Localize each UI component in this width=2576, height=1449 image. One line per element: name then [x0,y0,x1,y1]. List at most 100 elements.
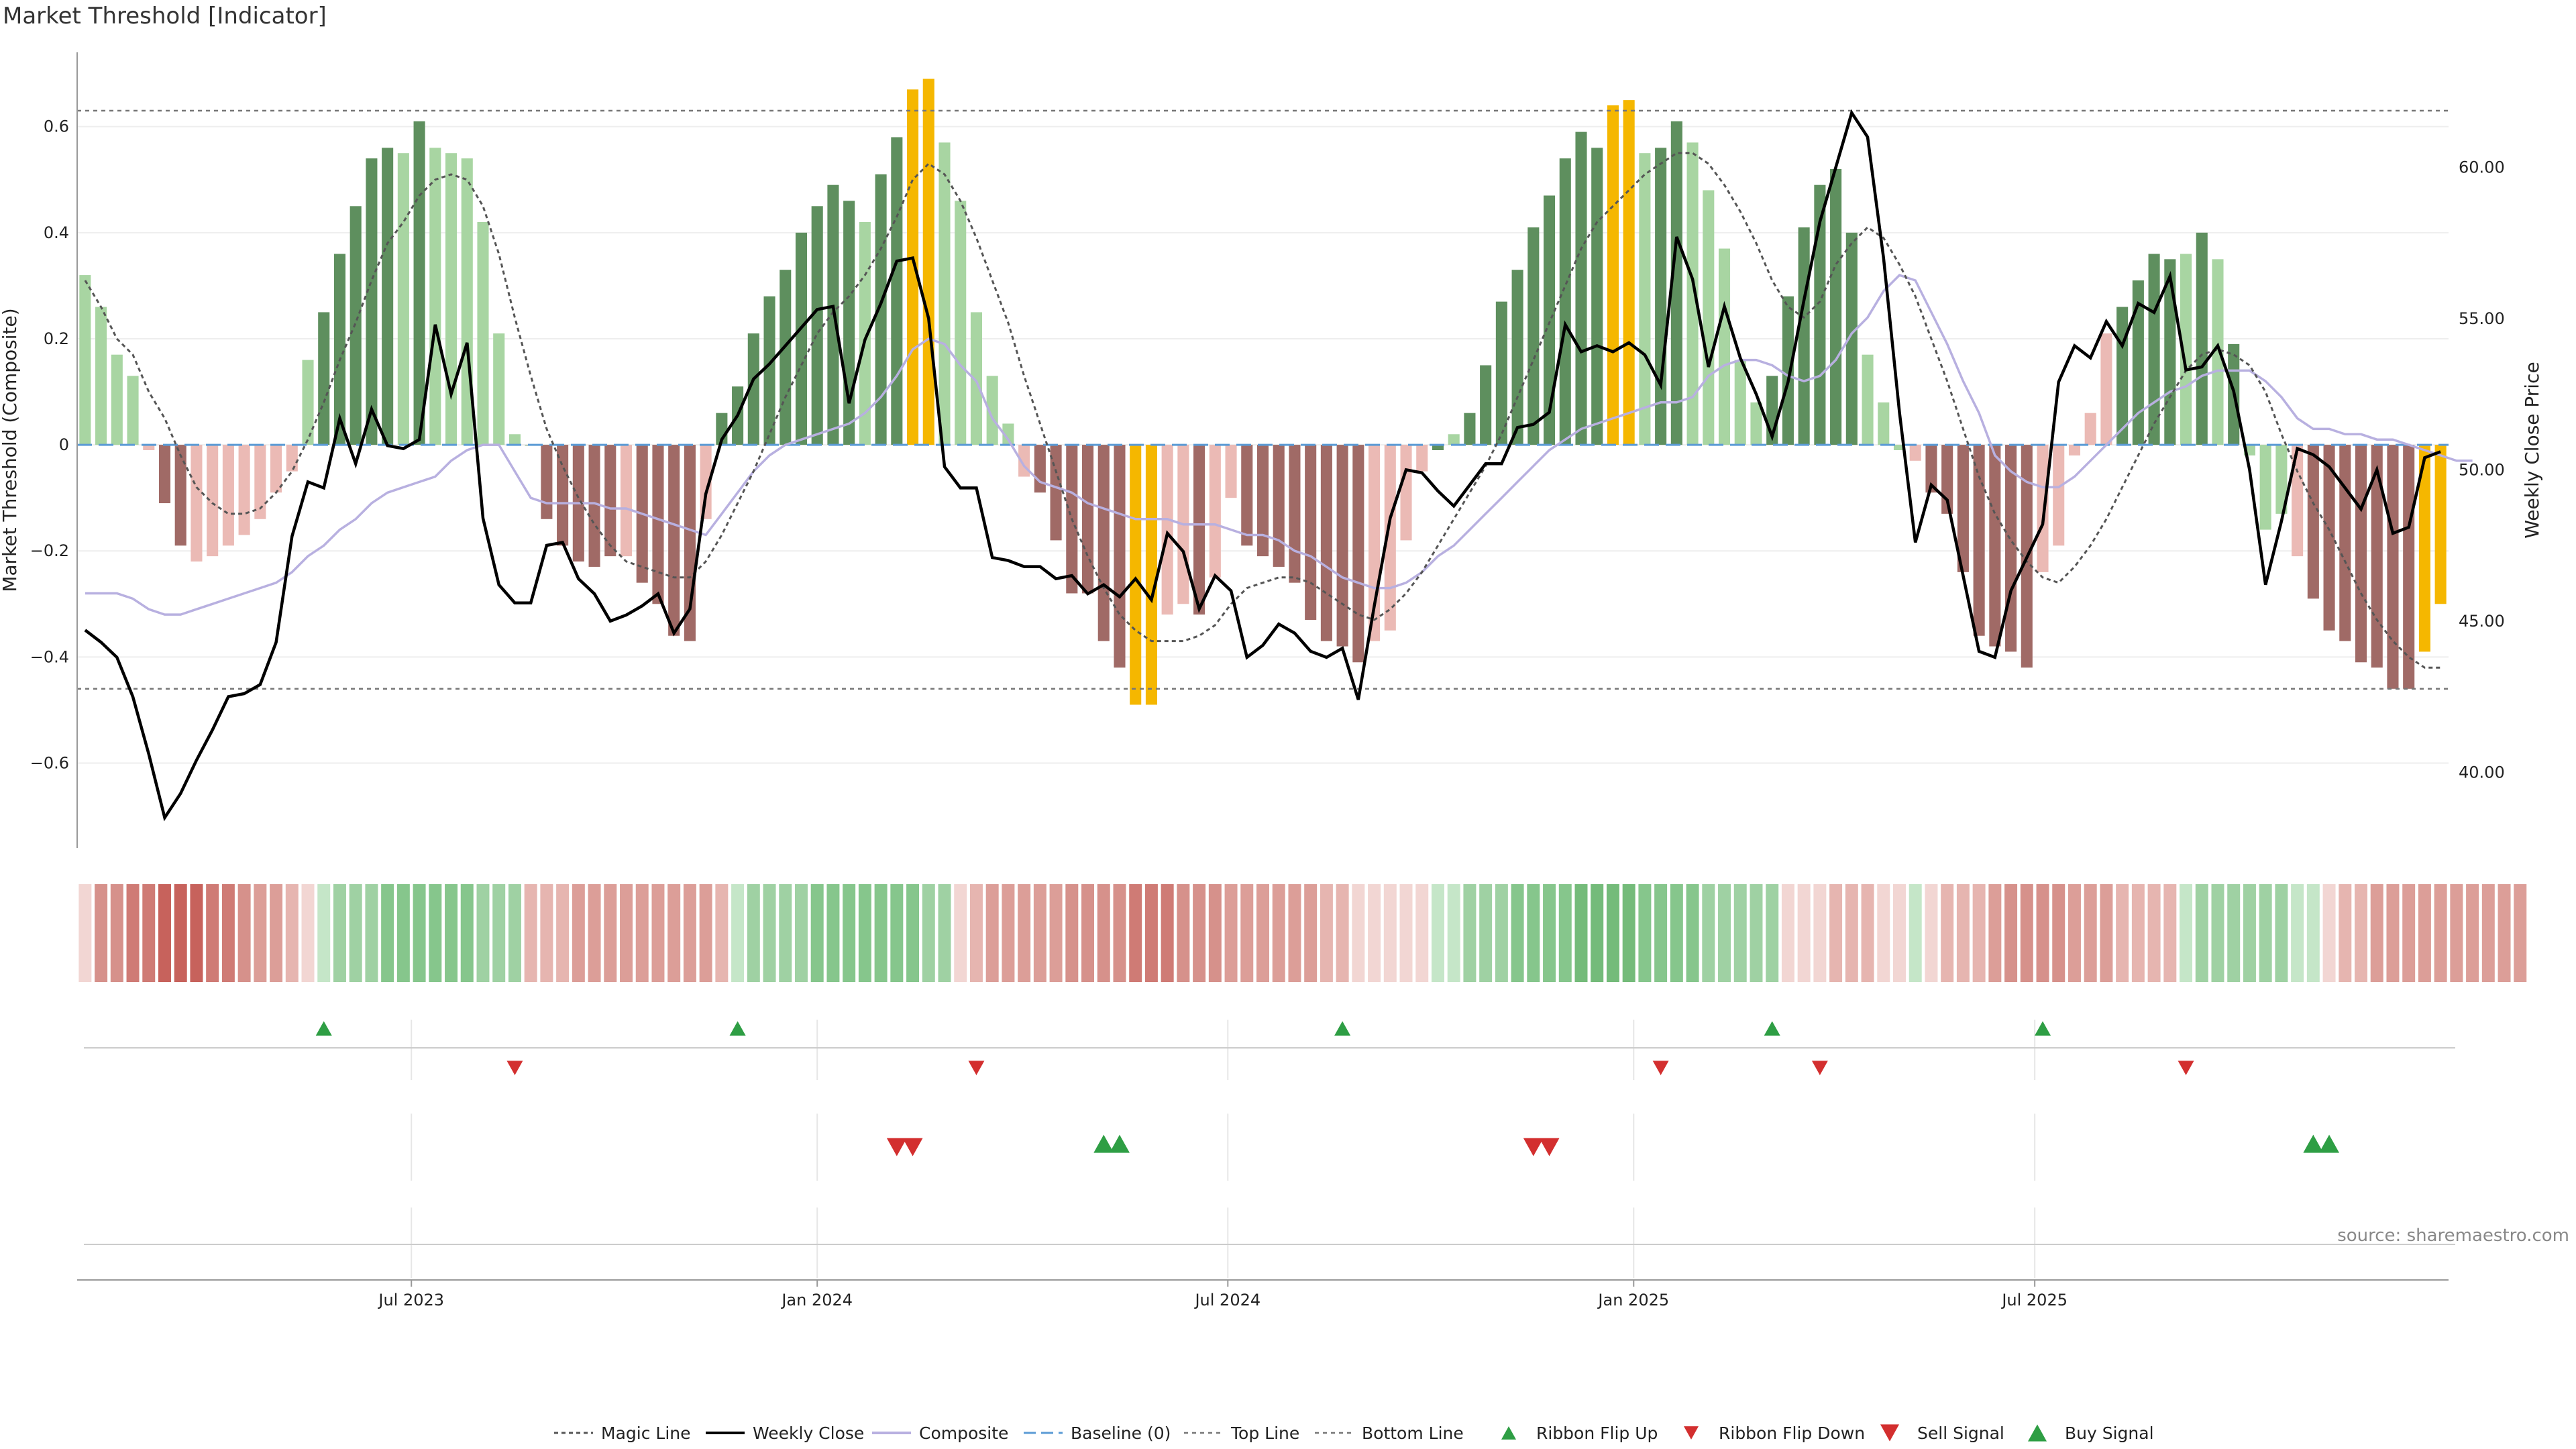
ribbon-cell [2147,884,2161,982]
ribbon-cell [1193,884,1206,982]
composite-bar [1893,445,1906,450]
ribbon-cell [1368,884,1381,982]
composite-bar [2148,254,2160,445]
ribbon-cell [1893,884,1906,982]
sell-signal-marker [1539,1138,1560,1157]
ribbon-cell [540,884,553,982]
composite-bar [2355,445,2367,663]
ribbon-cell [2339,884,2352,982]
composite-bar [1495,301,1507,445]
ribbon-cell [1352,884,1365,982]
composite-bar [1925,445,1937,493]
composite-bar [668,445,680,636]
composite-bar [700,445,712,519]
ribbon-cell [1479,884,1493,982]
composite-bar [270,445,282,493]
composite-bar [780,270,792,445]
composite-bar [1097,445,1110,641]
ribbon-cell [237,884,251,982]
ribbon-cell [843,884,856,982]
magic-line [84,152,2441,669]
signal-panels [84,1020,2455,1278]
ribbon-cell [1574,884,1588,982]
ribbon-cell [1144,884,1158,982]
composite-bar [1703,190,1715,445]
composite-bar [859,222,871,445]
composite-bar [2212,259,2224,445]
legend-label-buy: Buy Signal [2065,1424,2154,1443]
ribbon-cell [2418,884,2431,982]
ribbon-cell [1861,884,1874,982]
ribbon-cell [2291,884,2304,982]
ribbon-cell [906,884,920,982]
ribbon-cell [1733,884,1747,982]
composite-bar [508,434,521,445]
ribbon-cell [301,884,315,982]
composite-bar [955,201,967,445]
ribbon-cell [445,884,458,982]
composite-bar [1639,153,1651,445]
ribbon-cell [572,884,585,982]
ribbon-cell [413,884,426,982]
composite-bar [493,333,505,445]
composite-bar [2084,413,2096,445]
ribbon-cell [1018,884,1031,982]
y-right-tick-label: 40.00 [2459,763,2505,782]
ribbon-cell [2180,884,2193,982]
composite-bar [1305,445,1317,621]
composite-bar [811,206,823,445]
ribbon-cell [2020,884,2033,982]
ribbon-cell [2116,884,2129,982]
ribbon-cell [1654,884,1668,982]
y-right-tick-label: 50.00 [2459,460,2505,479]
buy-signal-marker [2303,1134,2324,1153]
y-right-tick-label: 55.00 [2459,309,2505,328]
composite-bar [2068,445,2081,455]
ribbon-cell [1829,884,1843,982]
composite-bar [79,275,91,445]
composite-bar [2418,445,2430,652]
ribbon-cell [2100,884,2113,982]
composite-bar [588,445,600,567]
ribbon-cell [1638,884,1652,982]
composite-bar [1544,195,1556,445]
ribbon-cell [826,884,840,982]
composite-bar [763,296,775,445]
composite-bar [922,78,934,445]
composite-bar [1670,121,1682,445]
composite-bar [1336,445,1348,647]
ribbon-cell [938,884,951,982]
buy-signal-marker [1109,1134,1130,1153]
composite-bar [2323,445,2335,631]
buy-signal-marker [1093,1134,1114,1153]
composite-bar [1750,402,1762,445]
composite-bar [541,445,553,519]
composite-bar [1480,365,1492,445]
ribbon-cell [429,884,442,982]
x-axis: Jul 2023 Jan 2024 Jul 2024 Jan 2025 Jul 2025 [77,1279,2449,1309]
composite-bar [2180,254,2192,445]
ribbon-cell [635,884,649,982]
ribbon-cell [1065,884,1079,982]
ribbon-flip-up-marker [1334,1021,1351,1036]
ribbon-cell [1988,884,2002,982]
ribbon-cell [1463,884,1477,982]
ribbon-cell [2355,884,2368,982]
composite-bar [1575,131,1587,445]
ribbon-cell [1399,884,1413,982]
composite-bar [1909,445,1921,461]
ribbon-cell [1320,884,1333,982]
ribbon-cell [1956,884,1970,982]
ribbon-cell [2004,884,2018,982]
composite-bar [1623,100,1635,445]
ribbon-cell [1972,884,1986,982]
ribbon-cell [1925,884,1938,982]
ribbon-cell [1845,884,1858,982]
legend-swatch-buy [2028,1424,2047,1442]
ribbon-cell [954,884,967,982]
ribbon-cell [1447,884,1460,982]
ribbon-cell [1718,884,1731,982]
ribbon-cell [667,884,681,982]
x-tick-label: Jul 2024 [1193,1291,1260,1309]
ribbon-cell [174,884,187,982]
